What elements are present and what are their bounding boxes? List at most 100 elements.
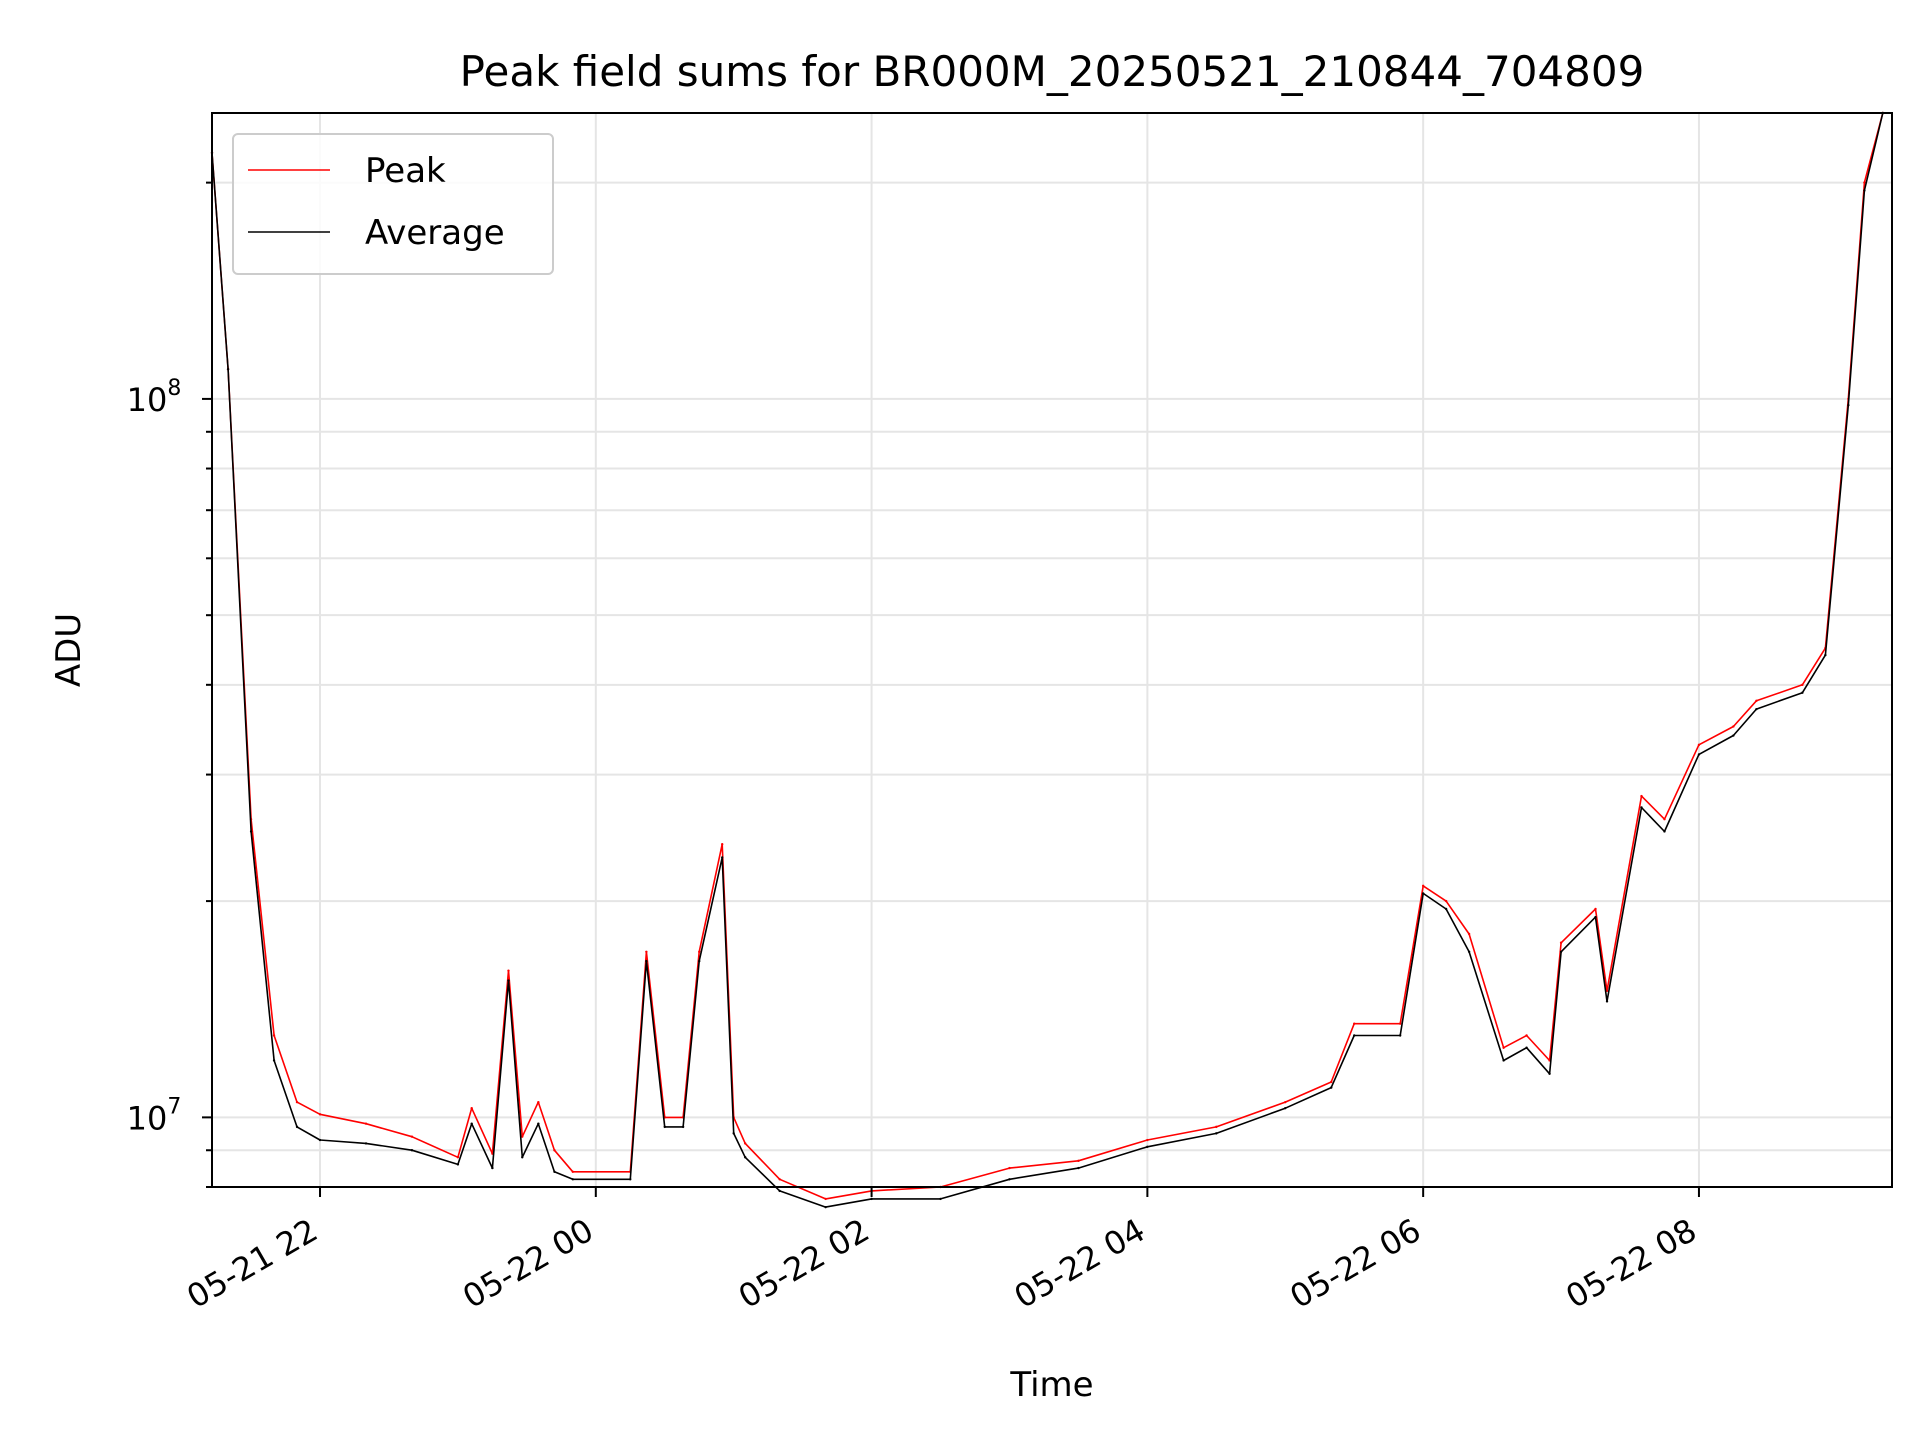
peak-data-point	[295, 1100, 299, 1104]
average-data-point	[1353, 1034, 1356, 1037]
average-data-point	[272, 1059, 276, 1062]
average-data-point	[645, 959, 648, 963]
peak-data-point	[571, 1170, 575, 1173]
average-data-point	[721, 856, 724, 859]
peak-data-point	[272, 1034, 276, 1037]
average-data-point	[1663, 830, 1666, 833]
peak-data-point	[1640, 794, 1643, 798]
average-data-point	[1605, 1000, 1609, 1003]
peak-data-point	[1077, 1159, 1080, 1163]
y-axis-title: ADU	[49, 613, 89, 687]
legend-peak-label: Peak	[365, 151, 446, 191]
peak-data-point	[553, 1149, 556, 1152]
average-data-point	[1525, 1046, 1528, 1049]
peak-data-point	[1008, 1166, 1011, 1170]
legend-average-label: Average	[365, 213, 505, 253]
average-data-point	[1548, 1072, 1551, 1075]
average-data-point	[1398, 1034, 1402, 1037]
peak-data-point	[824, 1197, 827, 1201]
peak-data-point	[410, 1135, 414, 1138]
peak-data-point	[521, 1135, 524, 1138]
average-data-point	[743, 1156, 747, 1159]
average-data-point	[1697, 753, 1701, 756]
peak-data-point	[1330, 1080, 1333, 1084]
peak-data-point	[1755, 699, 1758, 703]
average-data-point	[491, 1166, 494, 1170]
average-data-point	[553, 1170, 556, 1173]
chart-title: Peak field sums for BR000M_20250521_2108…	[460, 47, 1645, 96]
peak-data-point	[721, 843, 724, 846]
average-data-point	[1502, 1059, 1505, 1062]
average-data-point	[698, 959, 701, 963]
average-data-point	[1215, 1132, 1218, 1135]
average-data-point	[295, 1125, 299, 1129]
peak-data-point	[645, 950, 648, 954]
average-data-point	[939, 1197, 942, 1201]
peak-data-point	[1146, 1138, 1149, 1142]
y-tick-base: 10	[127, 381, 168, 419]
peak-data-point	[778, 1178, 781, 1181]
y-tick-label: 108	[127, 376, 182, 419]
average-data-point	[1146, 1145, 1149, 1149]
peak-data-point	[1353, 1022, 1356, 1025]
average-data-point	[226, 367, 230, 371]
average-data-point	[1640, 806, 1643, 809]
peak-data-point	[698, 950, 701, 954]
peak-data-point	[1697, 743, 1701, 747]
average-data-point	[1077, 1166, 1080, 1170]
average-data-point	[1444, 907, 1448, 911]
peak-data-point	[1421, 884, 1425, 888]
peak-data-point	[1502, 1046, 1505, 1049]
average-data-point	[249, 830, 253, 833]
average-data-point	[537, 1122, 540, 1125]
peak-data-point	[537, 1100, 540, 1104]
peak-data-point	[364, 1122, 368, 1125]
peak-data-point	[1215, 1125, 1218, 1129]
average-data-point	[470, 1122, 473, 1125]
average-data-point	[1008, 1178, 1011, 1181]
legend-box	[232, 133, 554, 275]
peak-data-point	[1284, 1100, 1287, 1104]
peak-data-point	[1732, 725, 1735, 728]
average-data-point	[870, 1197, 873, 1201]
average-data-point	[1559, 950, 1563, 954]
plot-frame	[211, 112, 1893, 1188]
peak-data-point	[1663, 818, 1666, 821]
average-data-point	[521, 1156, 524, 1159]
average-data-point	[1284, 1106, 1287, 1110]
peak-data-point	[1863, 181, 1866, 184]
average-data-point	[410, 1149, 414, 1152]
peak-data-point	[1801, 683, 1804, 687]
average-data-point	[1824, 653, 1827, 657]
average-data-point	[1863, 189, 1866, 192]
average-data-point	[1467, 950, 1471, 954]
average-data-point	[364, 1142, 368, 1145]
average-data-point	[1421, 892, 1425, 895]
average-data-point	[1755, 707, 1758, 711]
average-data-point	[1732, 734, 1735, 737]
average-data-point	[1330, 1086, 1333, 1089]
peak-data-point	[507, 969, 510, 972]
average-data-point	[1847, 404, 1850, 407]
average-data-point	[663, 1125, 666, 1129]
average-data-point	[456, 1163, 460, 1166]
peak-data-point	[1444, 899, 1448, 903]
legend: Peak Average	[232, 133, 554, 275]
peak-data-point	[1525, 1034, 1528, 1037]
average-data-point	[629, 1178, 632, 1181]
y-tick-exponent: 7	[167, 1094, 181, 1119]
y-tick-base: 10	[127, 1099, 168, 1137]
peak-data-point	[1594, 907, 1597, 911]
peak-data-point	[1559, 941, 1563, 944]
peak-data-point	[743, 1142, 747, 1145]
average-data-point	[681, 1125, 685, 1129]
x-axis-title: Time	[1009, 1365, 1093, 1405]
average-data-point	[778, 1189, 781, 1193]
average-data-point	[824, 1205, 827, 1209]
peak-data-point	[1398, 1022, 1402, 1025]
average-data-point	[571, 1178, 575, 1181]
average-data-point	[507, 979, 510, 982]
peak-data-point	[318, 1113, 322, 1116]
peak-data-point	[1467, 932, 1471, 936]
